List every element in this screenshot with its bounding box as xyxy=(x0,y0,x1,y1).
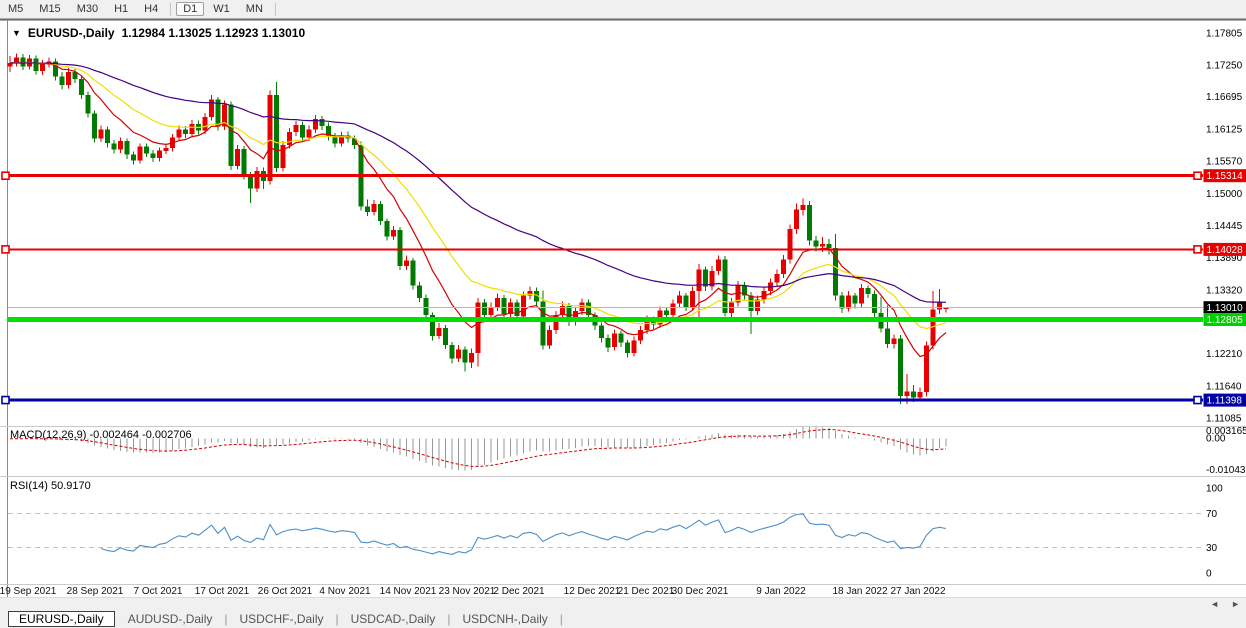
level-drag-handle[interactable] xyxy=(1,245,10,254)
chart-tab-usdcnh[interactable]: USDCNH-,Daily xyxy=(462,611,548,626)
tab-separator: | xyxy=(447,611,451,626)
level-drag-handle[interactable] xyxy=(1193,245,1202,254)
timeframe-button-w1[interactable]: W1 xyxy=(213,3,230,15)
toolbar-separator xyxy=(274,2,276,16)
date-tick-label: 23 Nov 2021 xyxy=(438,586,496,597)
date-tick-label: 21 Dec 2021 xyxy=(617,586,675,597)
date-tick-label: 2 Dec 2021 xyxy=(493,586,545,597)
macd-pane xyxy=(16,427,947,471)
price-level-badge xyxy=(1203,393,1246,407)
scroll-right-button[interactable]: ► xyxy=(1231,598,1240,609)
price-level-badge-text: 1.11398 xyxy=(1207,396,1243,407)
date-tick-label: 9 Jan 2022 xyxy=(756,586,806,597)
rsi-scale-label: 30 xyxy=(1206,543,1218,554)
horizontal-scrollbar[interactable]: ◄ ► xyxy=(0,597,1246,609)
price-tick-label: 1.16125 xyxy=(1206,125,1243,136)
rsi-scale-label: 70 xyxy=(1206,509,1218,520)
timeframe-group: D1 W1 MN xyxy=(175,2,271,16)
rsi-scale-label: 0 xyxy=(1206,569,1212,580)
level-drag-handle[interactable] xyxy=(1,171,10,181)
price-tick-label: 1.11085 xyxy=(1206,414,1242,425)
rsi-line xyxy=(100,513,947,555)
toolbar-separator xyxy=(170,2,172,16)
price-level-badge xyxy=(1203,169,1246,183)
timeframe-button-h4[interactable]: H4 xyxy=(144,3,159,15)
timeframe-button-m15[interactable]: M15 xyxy=(39,3,61,15)
date-tick-label: 4 Nov 2021 xyxy=(319,586,371,597)
chart-tab-audusd[interactable]: AUDUSD-,Daily xyxy=(127,611,213,626)
chart-tab-usdchf[interactable]: USDCHF-,Daily xyxy=(239,611,324,626)
timeframe-button-d1[interactable]: D1 xyxy=(176,2,205,16)
level-drag-handle[interactable] xyxy=(1193,395,1202,405)
chart-ohlc-values: 1.12984 1.13025 1.12923 1.13010 xyxy=(121,26,306,40)
date-tick-label: 19 Sep 2021 xyxy=(0,586,57,597)
price-tick-label: 1.11640 xyxy=(1206,382,1242,393)
date-tick-label: 17 Oct 2021 xyxy=(194,586,250,597)
date-tick-label: 12 Dec 2021 xyxy=(563,586,621,597)
chart-title: ▼ EURUSD-,Daily 1.12984 1.13025 1.12923 … xyxy=(12,26,305,40)
ma-line-slow xyxy=(9,62,947,303)
price-tick-label: 1.12210 xyxy=(1206,349,1243,360)
date-tick-label: 26 Oct 2021 xyxy=(257,586,313,597)
rsi-indicator-label: RSI(14) 50.9170 xyxy=(10,480,91,492)
level-drag-handle[interactable] xyxy=(1,395,10,405)
timeframe-button-h1[interactable]: H1 xyxy=(114,3,129,15)
chart-tab-usdcad[interactable]: USDCAD-,Daily xyxy=(350,611,436,626)
date-tick-label: 30 Dec 2021 xyxy=(671,586,729,597)
rsi-scale-label: 100 xyxy=(1206,484,1223,495)
date-tick-label: 28 Sep 2021 xyxy=(66,586,124,597)
tab-separator: | xyxy=(335,611,339,626)
timeframe-button-mn[interactable]: MN xyxy=(245,3,263,15)
timeframe-button-m30[interactable]: M30 xyxy=(76,3,99,15)
chart-symbol-label: EURUSD-,Daily xyxy=(27,26,115,40)
level-drag-handle[interactable] xyxy=(1193,171,1202,181)
price-tick-label: 1.16695 xyxy=(1206,92,1243,103)
scroll-left-button[interactable]: ◄ xyxy=(1210,598,1220,609)
date-tick-label: 18 Jan 2022 xyxy=(832,586,888,597)
ma-line-fast xyxy=(9,61,947,358)
date-tick-label: 27 Jan 2022 xyxy=(890,586,946,597)
price-level-badge xyxy=(1203,242,1246,256)
timeframe-group: M5 M15 M30 H1 H4 xyxy=(0,2,166,16)
macd-scale-label: 0.00 xyxy=(1206,434,1226,445)
price-level-badge-text: 1.13010 xyxy=(1207,303,1244,314)
price-tick-label: 1.15570 xyxy=(1206,157,1243,168)
price-tick-label: 1.13320 xyxy=(1206,285,1243,296)
tab-separator: | xyxy=(559,611,563,626)
ma-line-medium xyxy=(9,61,947,330)
price-tick-label: 1.17805 xyxy=(1206,29,1243,40)
symbol-tab-bar: EURUSD-,Daily AUDUSD-,Daily | USDCHF-,Daily… xyxy=(0,608,1246,628)
timeframe-toolbar: M5 M15 M30 H1 H4 D1 W1 MN xyxy=(0,0,1246,19)
chart-window: 1.17805 1.17250 1.16695 1.16125 1.15570 1.150… xyxy=(0,19,1246,609)
price-level-badge-text: 1.14028 xyxy=(1207,245,1244,256)
symbol-marker-icon: ▼ xyxy=(12,27,21,38)
price-level-badge xyxy=(1203,301,1246,315)
timeframe-button-m5[interactable]: M5 xyxy=(8,3,24,15)
date-tick-label: 14 Nov 2021 xyxy=(379,586,437,597)
price-axis: 1.17805 1.17250 1.16695 1.16125 1.15570 1.150… xyxy=(1206,29,1243,425)
price-tick-label: 1.14445 xyxy=(1206,221,1243,232)
macd-scale-label: 0.003165 xyxy=(1206,426,1246,437)
price-tick-label: 1.13890 xyxy=(1206,253,1243,264)
price-level-badge-text: 1.15314 xyxy=(1207,171,1244,182)
price-chart: 1.17805 1.17250 1.16695 1.16125 1.15570 1.150… xyxy=(0,19,1246,597)
price-level-badge xyxy=(1203,313,1246,326)
price-tick-label: 1.17250 xyxy=(1206,60,1243,71)
candlesticks xyxy=(7,53,949,404)
price-level-badge-text: 1.12805 xyxy=(1207,315,1244,326)
chart-top-border xyxy=(0,19,1246,21)
macd-signal-line xyxy=(10,428,947,467)
tab-separator: | xyxy=(224,611,228,626)
price-tick-label: 1.15000 xyxy=(1206,189,1243,200)
chart-tab-eurusd[interactable]: EURUSD-,Daily xyxy=(8,610,115,627)
date-tick-label: 7 Oct 2021 xyxy=(133,586,183,597)
macd-indicator-label: MACD(12,26,9) -0.002464 -0.002706 xyxy=(10,429,192,441)
